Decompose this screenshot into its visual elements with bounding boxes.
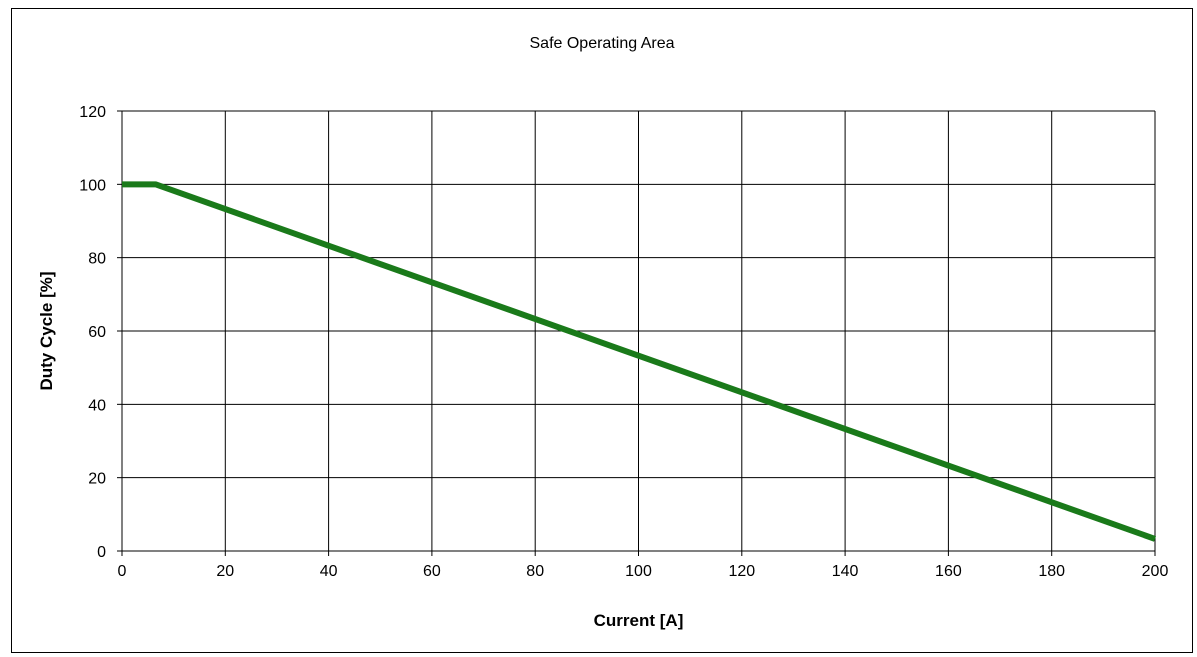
series-line-0 [122,181,1157,542]
y-tick-label-3: 60 [88,324,106,341]
x-tick-label-8: 160 [935,563,962,580]
x-tick-label-7: 140 [832,563,859,580]
x-axis-title: Current [A] [594,611,684,630]
series-group [122,181,1157,542]
y-tick-label-2: 40 [88,397,106,414]
y-tick-label-6: 120 [79,104,106,121]
y-tick-label-4: 80 [88,251,106,268]
x-tick-label-6: 120 [728,563,755,580]
x-tick-label-2: 40 [320,563,338,580]
y-axis-title: Duty Cycle [%] [37,271,56,390]
grid [122,110,1156,551]
x-tick-label-5: 100 [625,563,652,580]
x-tick-label-1: 20 [216,563,234,580]
chart-title: Safe Operating Area [530,35,675,52]
x-tick-label-9: 180 [1038,563,1065,580]
x-tick-label-3: 60 [423,563,441,580]
y-tick-label-5: 100 [79,177,106,194]
x-tick-label-4: 80 [526,563,544,580]
x-tick-labels: 0 20 40 60 80 100 120 140 160 180 200 [118,563,1169,580]
y-tick-label-0: 0 [97,544,106,561]
y-tick-labels: 0 20 40 60 80 100 120 [79,104,106,561]
x-tick-label-10: 200 [1142,563,1169,580]
axes [117,110,1156,556]
y-tick-label-1: 20 [88,471,106,488]
x-tick-label-0: 0 [118,563,127,580]
